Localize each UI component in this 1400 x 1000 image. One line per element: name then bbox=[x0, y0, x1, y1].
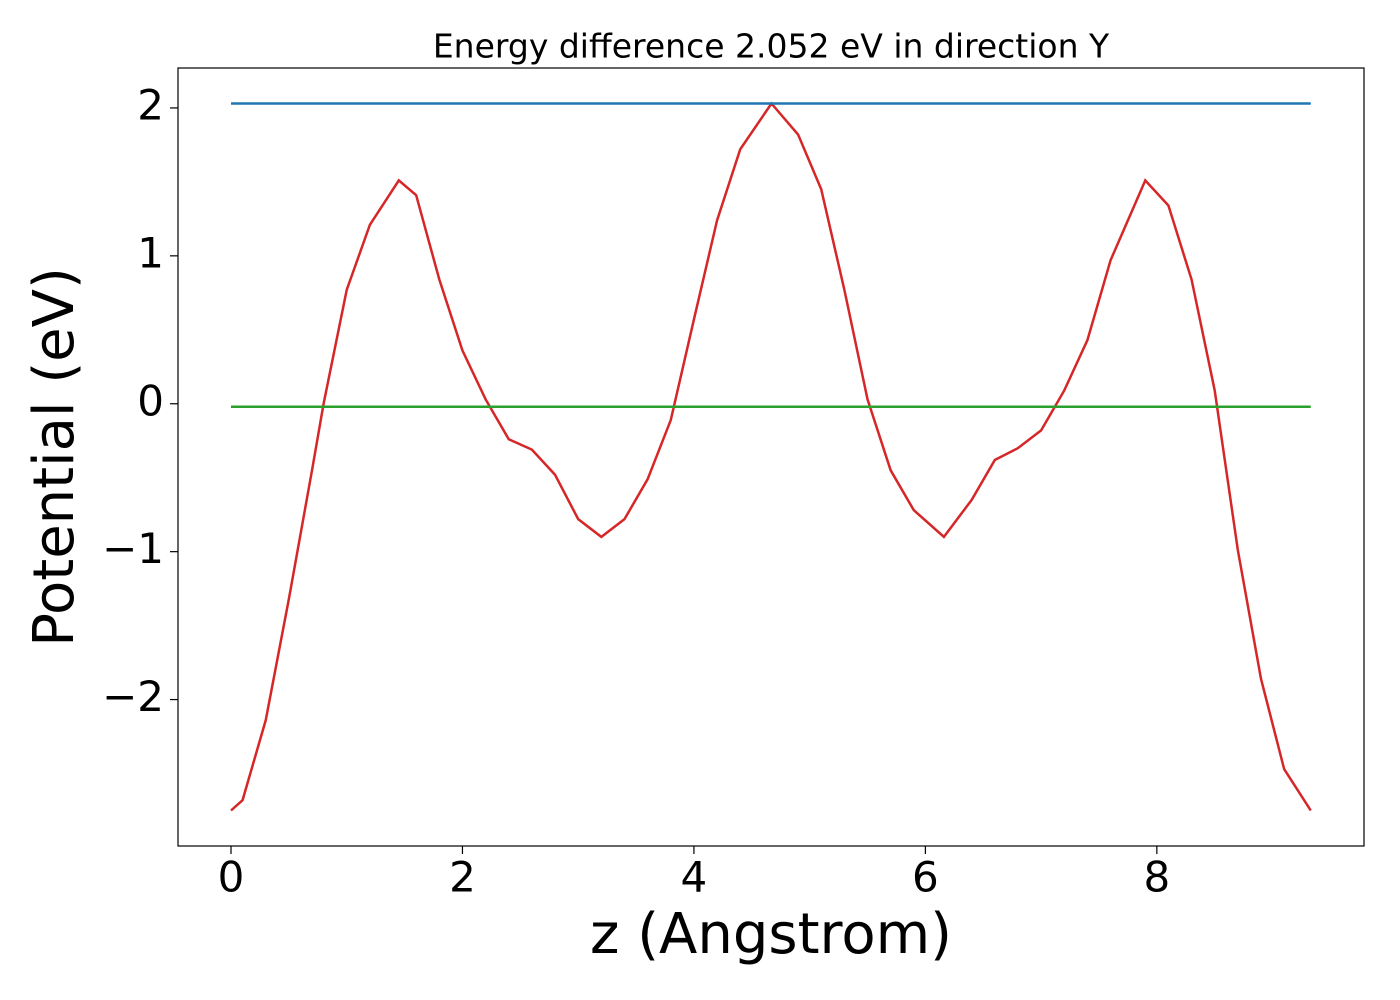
line-series bbox=[230, 101, 1312, 812]
y-tick-label: −2 bbox=[102, 672, 164, 721]
x-tick-label: 2 bbox=[449, 853, 476, 902]
y-axis-label: Potential (eV) bbox=[22, 267, 87, 647]
x-tick-label: 0 bbox=[218, 853, 245, 902]
x-tick-label: 6 bbox=[912, 853, 939, 902]
plot-frame bbox=[177, 67, 1365, 847]
chart-title: Energy difference 2.052 eV in direction … bbox=[433, 27, 1110, 66]
y-tick-label: −1 bbox=[102, 524, 164, 573]
y-tick-label: 2 bbox=[137, 80, 164, 129]
x-tick-label: 8 bbox=[1143, 853, 1170, 902]
x-tick-label: 4 bbox=[681, 853, 708, 902]
x-axis-label: z (Angstrom) bbox=[590, 902, 952, 967]
y-tick-label: 1 bbox=[137, 228, 164, 277]
y-tick-label: 0 bbox=[137, 376, 164, 425]
